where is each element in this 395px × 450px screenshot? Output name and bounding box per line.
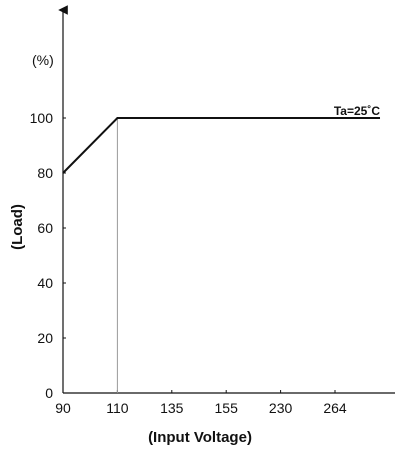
x-tick-label: 264 — [323, 400, 347, 416]
derating-curve — [62, 117, 380, 174]
x-ticks: 90 110 135 155 230 264 — [55, 390, 347, 416]
x-tick-label: 230 — [269, 400, 293, 416]
y-unit-label: (%) — [32, 52, 54, 68]
annotation-ta: Ta=25˚C — [334, 104, 380, 118]
y-tick-label: 40 — [37, 275, 53, 291]
x-tick-label: 135 — [160, 400, 184, 416]
y-tick-label: 0 — [45, 385, 53, 401]
x-axis-title: (Input Voltage) — [148, 429, 252, 446]
x-tick-label: 155 — [215, 400, 239, 416]
axes — [58, 5, 395, 394]
plot-area — [62, 117, 381, 393]
y-ticks: 0 20 40 60 80 100 — [30, 110, 66, 401]
y-tick-label: 20 — [37, 330, 53, 346]
x-tick-label: 110 — [106, 400, 129, 416]
y-tick-label: 60 — [37, 220, 53, 236]
y-tick-label: 100 — [30, 110, 54, 126]
y-axis-title: (Load) — [9, 204, 26, 250]
y-tick-label: 80 — [37, 165, 53, 181]
x-tick-label: 90 — [55, 400, 71, 416]
